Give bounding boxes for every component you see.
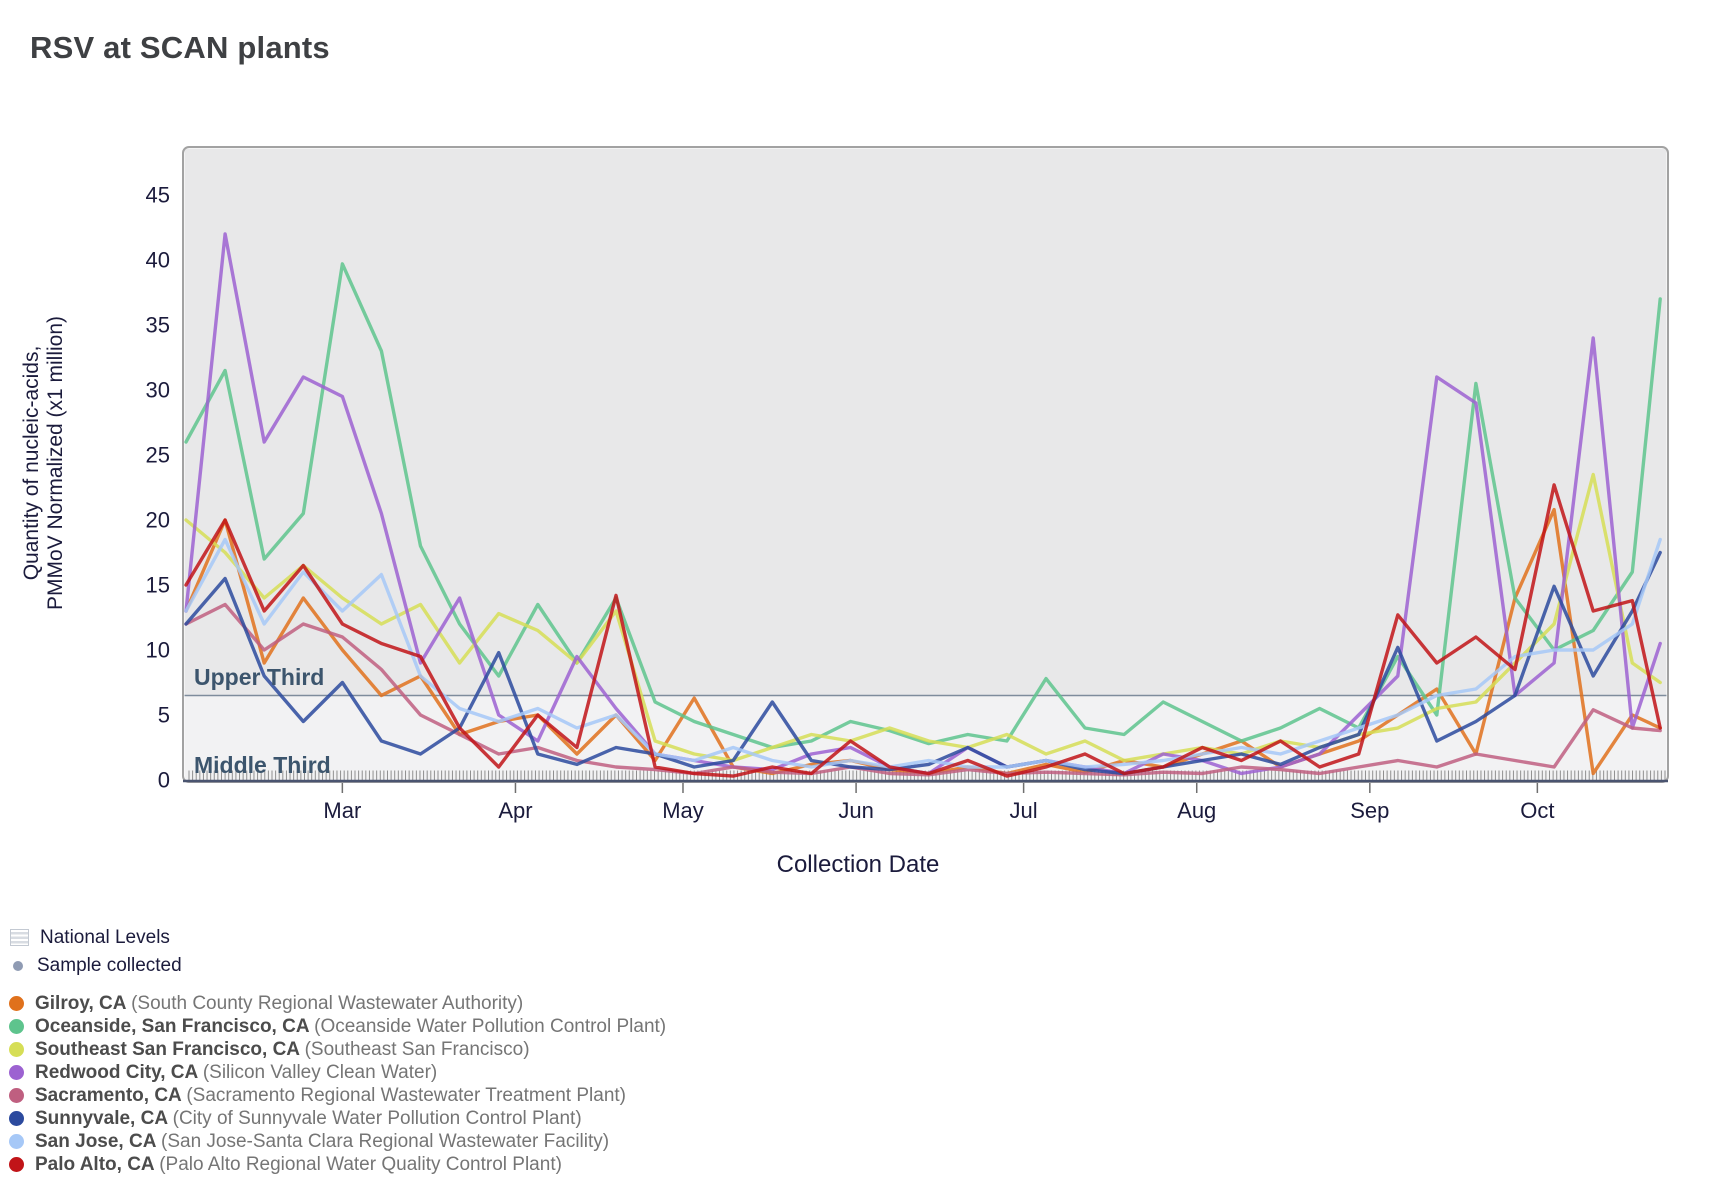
plant-color-dot-icon <box>9 1088 24 1103</box>
upper-third-label: Upper Third <box>194 664 324 690</box>
middle-third-label: Middle Third <box>194 752 331 778</box>
x-tick-label: Oct <box>1520 798 1554 823</box>
series-line-oceanside-san-francisco-ca <box>184 262 1662 750</box>
y-tick-label: 15 <box>146 573 170 598</box>
x-tick-label: Sep <box>1350 798 1389 823</box>
y-tick-label: 35 <box>146 313 170 338</box>
y-tick-label: 45 <box>146 183 170 208</box>
legend-national-levels: National Levels <box>8 926 170 949</box>
upper-third-band <box>184 148 1667 696</box>
legend-item-gilroy-ca[interactable]: Gilroy, CA (South County Regional Wastew… <box>8 992 523 1015</box>
plant-city-label: San Jose, CA <box>35 1130 162 1152</box>
plant-facility-label: (Palo Alto Regional Water Quality Contro… <box>159 1153 562 1175</box>
y-tick-label: 5 <box>158 703 170 728</box>
x-tick-label: Aug <box>1177 798 1216 823</box>
y-tick-label: 30 <box>146 378 170 403</box>
plant-city-label: Palo Alto, CA <box>35 1153 160 1175</box>
y-axis-title-line2: PMMoV Normalized (x1 million) <box>44 316 67 610</box>
y-tick-label: 25 <box>146 443 170 468</box>
chart-series-layer: 0 5 10 15 20 25 30 35 40 45 Mar Apr May Jun Jul Aug Sep O… <box>146 183 1666 823</box>
national-levels-icon <box>10 929 29 946</box>
plant-facility-label: (Sacramento Regional Wastewater Treatmen… <box>186 1084 626 1106</box>
plant-color-dot-icon <box>9 1065 24 1080</box>
plant-facility-label: (San Jose-Santa Clara Regional Wastewate… <box>161 1130 610 1152</box>
page-title: RSV at SCAN plants <box>30 30 330 65</box>
legend-item-southeast-san-francisco-ca[interactable]: Southeast San Francisco, CA (Southeast S… <box>8 1038 530 1061</box>
series-line-san-jose-ca <box>184 537 1662 769</box>
plant-color-dot-icon <box>9 1019 24 1034</box>
x-tick-label: Mar <box>323 798 361 823</box>
series-line-southeast-san-francisco-ca <box>184 472 1662 763</box>
sample-collected-dot-icon <box>13 960 23 971</box>
x-tick-label: Apr <box>498 798 532 823</box>
plant-facility-label: (Silicon Valley Clean Water) <box>202 1061 438 1083</box>
x-tick-label: Jun <box>838 798 873 823</box>
x-tick-label: May <box>662 798 704 823</box>
y-tick-label: 10 <box>146 638 170 663</box>
y-axis-title-line1: Quantity of nucleic-acids, <box>20 346 43 581</box>
series-line-sunnyvale-ca <box>184 550 1662 776</box>
plant-color-dot-icon <box>9 996 24 1011</box>
x-tick-label: Jul <box>1010 798 1038 823</box>
plant-facility-label: (Southeast San Francisco) <box>304 1038 530 1060</box>
plant-city-label: Oceanside, San Francisco, CA <box>35 1015 315 1037</box>
plant-color-dot-icon <box>9 1111 24 1126</box>
plant-city-label: Redwood City, CA <box>35 1061 203 1083</box>
x-axis-title: Collection Date <box>777 851 940 878</box>
y-tick-label: 40 <box>146 248 170 273</box>
plant-facility-label: (South County Regional Wastewater Author… <box>131 992 524 1014</box>
legend-national-levels-label: National Levels <box>40 926 170 948</box>
legend-item-palo-alto-ca[interactable]: Palo Alto, CA (Palo Alto Regional Water … <box>8 1153 562 1176</box>
plant-color-dot-icon <box>9 1134 24 1149</box>
plant-city-label: Sacramento, CA <box>35 1084 187 1106</box>
legend-item-sacramento-ca[interactable]: Sacramento, CA (Sacramento Regional Wast… <box>8 1084 626 1107</box>
series-line-palo-alto-ca <box>184 483 1662 778</box>
legend-item-san-jose-ca[interactable]: San Jose, CA (San Jose-Santa Clara Regio… <box>8 1130 609 1153</box>
plant-facility-label: (City of Sunnyvale Water Pollution Contr… <box>172 1107 582 1129</box>
legend-sample-collected: Sample collected <box>8 954 182 977</box>
y-tick-label: 20 <box>146 508 170 533</box>
plant-city-label: Southeast San Francisco, CA <box>35 1038 305 1060</box>
plant-color-dot-icon <box>9 1042 24 1057</box>
plant-facility-label: (Oceanside Water Pollution Control Plant… <box>314 1015 667 1037</box>
legend-sample-collected-label: Sample collected <box>37 954 182 976</box>
plant-city-label: Sunnyvale, CA <box>35 1107 173 1129</box>
plant-city-label: Gilroy, CA <box>35 992 132 1014</box>
legend-item-sunnyvale-ca[interactable]: Sunnyvale, CA (City of Sunnyvale Water P… <box>8 1107 582 1130</box>
legend-item-redwood-city-ca[interactable]: Redwood City, CA (Silicon Valley Clean W… <box>8 1061 437 1084</box>
y-tick-label: 0 <box>158 768 170 793</box>
plant-color-dot-icon <box>9 1157 24 1172</box>
legend-item-oceanside-san-francisco-ca[interactable]: Oceanside, San Francisco, CA (Oceanside … <box>8 1015 666 1038</box>
